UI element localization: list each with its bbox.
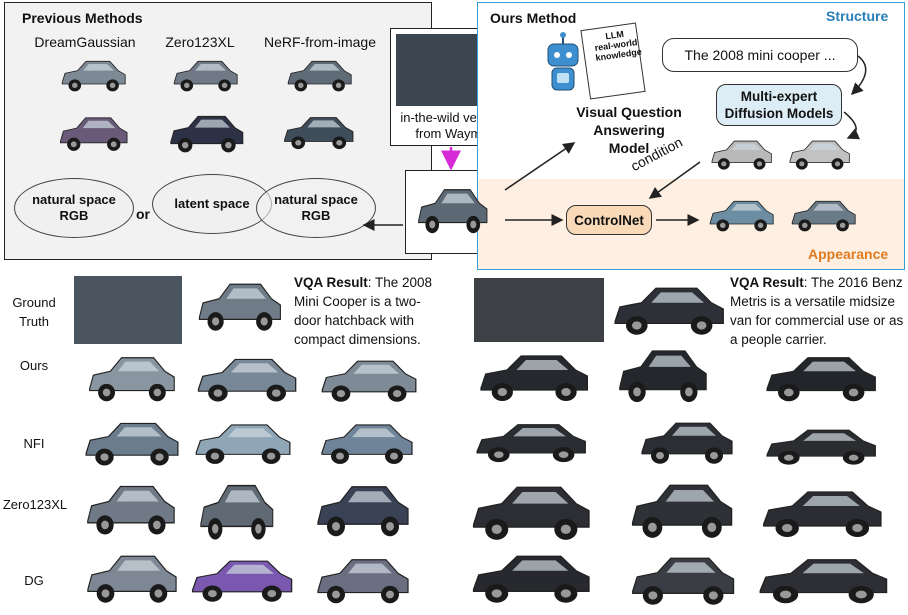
structure-label: Structure <box>826 8 889 24</box>
car-image <box>472 555 590 603</box>
robot-icon <box>547 32 579 91</box>
car-image <box>317 559 409 604</box>
car-image <box>321 360 417 402</box>
car-image <box>632 557 735 605</box>
ours-method-title: Ours Method <box>490 10 577 26</box>
car-image <box>476 424 586 463</box>
vqa-result-left-text: : The 2008 Mini Cooper is a two-door hat… <box>294 275 433 347</box>
car-image <box>791 200 856 232</box>
row-label-ground-truth: Ground Truth <box>12 295 56 329</box>
car-image <box>766 357 876 402</box>
vqa-result-left-label: VQA Result <box>294 275 368 290</box>
method-label-dreamgaussian: DreamGaussian <box>34 34 136 50</box>
row-label-nfi: NFI <box>23 436 45 451</box>
car-image <box>631 484 733 538</box>
vqa-result-right-label: VQA Result <box>730 275 804 290</box>
vqa-result-left: VQA Result: The 2008 Mini Cooper is a tw… <box>294 273 440 349</box>
arrow-diffusion-to-structure <box>843 111 861 140</box>
car-image <box>480 355 588 401</box>
prompt-bubble: The 2008 mini cooper ... <box>662 38 858 72</box>
previous-methods-title: Previous Methods <box>22 10 143 26</box>
car-image <box>173 60 238 92</box>
or-label: or <box>136 206 150 222</box>
row-label-dg: DG <box>24 573 44 588</box>
arrow-prompt-to-diffusion <box>850 55 867 96</box>
car-image <box>87 485 175 535</box>
ground-truth-photo-mini <box>74 276 182 344</box>
car-image <box>200 484 274 540</box>
vqa-result-right: VQA Result: The 2016 Benz Metris is a ve… <box>730 273 906 349</box>
car-image <box>763 491 882 537</box>
car-image <box>89 357 175 402</box>
row-label-zero123xl: Zero123XL <box>2 497 68 512</box>
vqa-model-label: Visual Question Answering Model <box>576 104 682 156</box>
car-image <box>197 358 297 402</box>
car-image <box>418 189 488 234</box>
latent-space-ellipse: latent space <box>152 174 272 234</box>
car-image <box>317 486 409 537</box>
row-label-ours: Ours <box>19 358 49 373</box>
ground-truth-photo-van <box>474 278 604 342</box>
car-image <box>789 140 850 170</box>
car-image <box>195 424 291 464</box>
car-image <box>87 555 177 603</box>
car-image <box>321 424 413 464</box>
car-image <box>59 117 128 151</box>
car-image <box>614 287 724 335</box>
car-image <box>85 422 179 466</box>
condition-arrow <box>648 161 701 199</box>
car-image <box>61 60 126 92</box>
natural-space-rgb-ellipse-left: natural space RGB <box>14 178 134 238</box>
car-image <box>284 117 354 150</box>
car-image <box>198 283 281 331</box>
method-label-zero123xl: Zero123XL <box>165 34 235 50</box>
arrow-to-vqa <box>504 142 576 191</box>
controlnet-box: ControlNet <box>566 205 652 235</box>
appearance-label: Appearance <box>808 246 889 262</box>
vqa-result-right-text: : The 2016 Benz Metris is a versatile mi… <box>730 275 904 347</box>
car-image <box>766 429 876 465</box>
diffusion-models-box: Multi-expert Diffusion Models <box>716 84 842 126</box>
car-image <box>287 60 352 92</box>
method-label-nerf-from-image: NeRF-from-image <box>263 34 376 50</box>
car-image <box>191 560 293 602</box>
natural-space-rgb-ellipse-right: natural space RGB <box>256 178 376 238</box>
car-image <box>711 140 772 170</box>
car-image <box>619 350 707 403</box>
car-image <box>641 422 733 464</box>
car-image <box>709 200 774 232</box>
car-image <box>170 115 244 153</box>
car-image <box>759 559 888 604</box>
car-image <box>472 486 590 540</box>
